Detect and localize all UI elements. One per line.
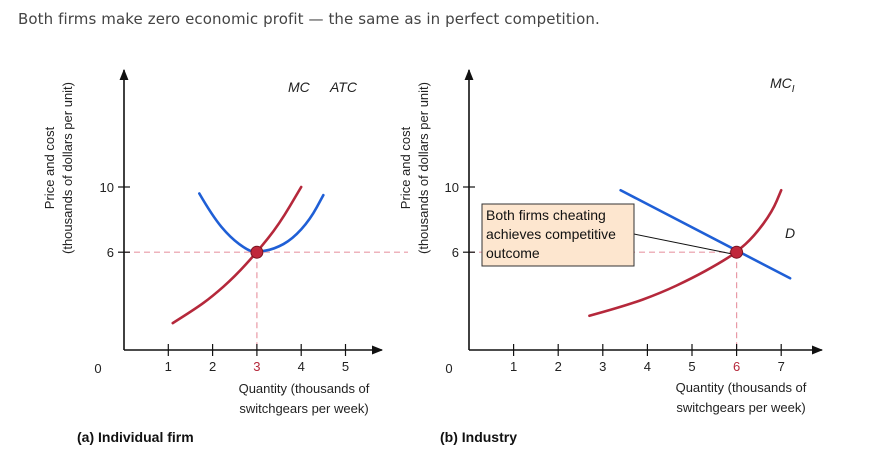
panel-industry: 1 2 3 4 5 6 7 6 10 0 Price and cost (thousands of d… [398, 68, 824, 445]
y-axis-label: (thousands of dollars per unit) [416, 82, 431, 254]
series-d-curve [619, 188, 792, 280]
x-tick-label: 4 [644, 359, 651, 374]
x-tick-label: 5 [688, 359, 695, 374]
y-tick-label: 6 [452, 245, 459, 260]
series-label-subscript: I [792, 84, 795, 95]
origin-label: 0 [445, 361, 452, 376]
x-tick-label: 2 [555, 359, 562, 374]
x-tick-label: 4 [298, 359, 305, 374]
series-label-mc: MCI [770, 75, 795, 95]
x-tick-label: 3 [599, 359, 606, 374]
annotation-text: Both firms cheating [486, 207, 606, 223]
equilibrium-point [730, 245, 744, 259]
equilibrium-point [250, 245, 264, 259]
x-axis-label: switchgears per week) [239, 401, 368, 416]
caption: Both firms make zero economic profit — t… [18, 10, 600, 28]
series-mc-curve [171, 185, 303, 325]
panel-individual-firm: 1 2 3 4 5 6 10 0 Price and cost (thousands of dol… [42, 68, 408, 445]
x-tick-label: 7 [778, 359, 785, 374]
x-tick-label: 1 [165, 359, 172, 374]
x-axis-label: Quantity (thousands of [239, 381, 370, 396]
y-axis-label: Price and cost [398, 126, 413, 209]
panel-title: (b) Industry [440, 429, 517, 445]
y-axis-label: (thousands of dollars per unit) [60, 82, 75, 254]
x-tick-label: 2 [209, 359, 216, 374]
y-tick-label: 10 [445, 180, 459, 195]
series-label-mc: MC [288, 79, 311, 95]
series-label-atc: ATC [329, 79, 358, 95]
series-mc-curve [588, 188, 783, 318]
x-tick-label: 5 [342, 359, 349, 374]
y-axis-label: Price and cost [42, 126, 57, 209]
annotation-leader [633, 233, 734, 255]
panel-title: (a) Individual firm [77, 429, 194, 445]
series-label-d: D [785, 225, 795, 241]
origin-label: 0 [94, 361, 101, 376]
y-tick-label: 10 [100, 180, 114, 195]
annotation-box [481, 203, 635, 267]
x-tick-label: 6 [733, 359, 740, 374]
annotation-text: outcome [486, 245, 540, 261]
x-tick-label: 1 [510, 359, 517, 374]
annotation-text: achieves competitive [486, 226, 616, 242]
series-atc-curve [198, 192, 325, 253]
x-tick-label: 3 [253, 359, 260, 374]
y-tick-label: 6 [107, 245, 114, 260]
x-axis-label: Quantity (thousands of [676, 380, 807, 395]
x-axis-label: switchgears per week) [676, 400, 805, 415]
